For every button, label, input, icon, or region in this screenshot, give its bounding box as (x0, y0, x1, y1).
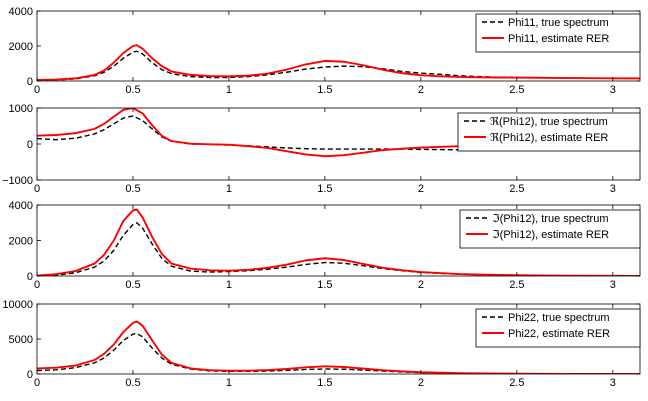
x-tick-label: 1 (226, 279, 232, 291)
legend-label: ℜ(Phi12), estimate RER (490, 132, 608, 144)
legend-label: ℜ(Phi12), true spectrum (490, 116, 608, 128)
x-tick-label: 2 (418, 183, 424, 195)
x-tick-label: 0.5 (125, 84, 140, 96)
x-tick-label: 1.5 (317, 279, 332, 291)
legend: ℜ(Phi12), true spectrum ℜ(Phi12), estimat… (457, 112, 641, 152)
legend-label: Phi22, estimate RER (508, 328, 610, 340)
legend-label: Phi11, true spectrum (508, 17, 609, 29)
x-tick-label: 3 (610, 84, 616, 96)
legend-box (457, 112, 641, 152)
y-tick-label: 4000 (9, 6, 33, 18)
legend-label: Phi11, estimate RER (508, 33, 609, 45)
y-tick-label: 10000 (2, 299, 33, 311)
y-tick-label: 2000 (9, 236, 33, 248)
x-tick-label: 0 (34, 279, 40, 291)
x-tick-label: 3 (610, 377, 616, 389)
x-tick-label: 0.5 (125, 377, 140, 389)
x-tick-label: 1.5 (317, 183, 332, 195)
x-tick-label: 1 (226, 377, 232, 389)
x-tick-label: 0.5 (125, 183, 140, 195)
series-line-estimate-rer (37, 320, 640, 374)
x-tick-label: 2 (418, 279, 424, 291)
legend-label: ℑ(Phi12), true spectrum (492, 213, 609, 225)
x-tick-label: 3 (610, 279, 616, 291)
y-tick-label: 2000 (9, 41, 33, 53)
y-tick-label: 0 (27, 76, 33, 88)
x-tick-label: 2.5 (509, 84, 524, 96)
y-tick-label: 0 (27, 369, 33, 381)
y-tick-label: 0 (27, 139, 33, 151)
subplot-3: 0 0.5 1 1.5 2 2.5 3 0 2000 4000 ℑ(Phi12), true spe… (9, 200, 641, 291)
series-line-estimate-rer (37, 208, 640, 276)
series-line-true-spectrum (37, 50, 640, 81)
x-tick-label: 1 (226, 183, 232, 195)
legend-box (459, 209, 641, 249)
legend-label: ℑ(Phi12), estimate RER (492, 229, 609, 241)
x-tick-label: 2 (418, 84, 424, 96)
legend: Phi22, true spectrum Phi22, estimate RER (475, 308, 641, 348)
x-tick-label: 3 (610, 183, 616, 195)
y-tick-label: 4000 (9, 200, 33, 212)
legend-label: Phi22, true spectrum (508, 312, 610, 324)
y-tick-label: 0 (27, 271, 33, 283)
x-tick-label: 0.5 (125, 279, 140, 291)
legend: Phi11, true spectrum Phi11, estimate RER (475, 13, 641, 53)
legend-box (475, 13, 641, 53)
x-tick-label: 0 (34, 377, 40, 389)
x-tick-label: 1.5 (317, 84, 332, 96)
x-tick-label: 2 (418, 377, 424, 389)
legend: ℑ(Phi12), true spectrum ℑ(Phi12), estimat… (459, 209, 641, 249)
x-tick-label: 1 (226, 84, 232, 96)
x-tick-label: 1.5 (317, 377, 332, 389)
x-tick-label: 0 (34, 183, 40, 195)
x-tick-label: 2.5 (509, 279, 524, 291)
y-tick-label: −1000 (2, 175, 33, 187)
x-tick-label: 0 (34, 84, 40, 96)
x-tick-label: 2.5 (509, 377, 524, 389)
y-tick-label: 5000 (9, 334, 33, 346)
subplot-1: 0 0.5 1 1.5 2 2.5 3 0 2000 4000 Phi11, true spectr… (9, 6, 641, 96)
y-tick-label: 1000 (9, 103, 33, 115)
subplot-4: 0 0.5 1 1.5 2 2.5 3 0 5000 10000 Phi22, true spect… (2, 299, 641, 389)
x-tick-label: 2.5 (509, 183, 524, 195)
legend-box (475, 308, 641, 348)
